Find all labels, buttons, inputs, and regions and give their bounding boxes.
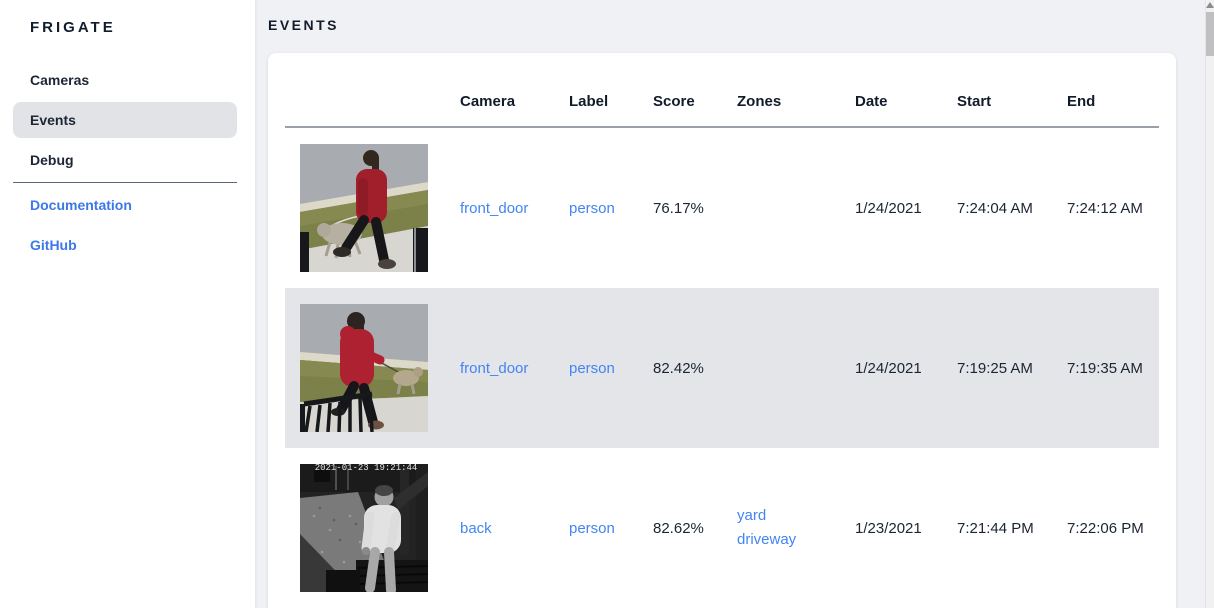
sidebar-link-documentation[interactable]: Documentation	[30, 197, 132, 213]
sidebar-divider	[13, 182, 237, 183]
thumbnail-cell	[285, 144, 460, 272]
column-header-thumbnail	[285, 110, 460, 126]
sidebar-item-debug[interactable]: Debug	[30, 152, 74, 168]
sidebar-item-events[interactable]: Events	[13, 102, 237, 138]
column-header-end: End	[1067, 93, 1096, 110]
camera-link[interactable]: front_door	[460, 359, 529, 377]
sidebar-item-cameras[interactable]: Cameras	[30, 72, 90, 88]
sidebar-nav: Cameras Events Debug Documentation GitHu…	[0, 62, 255, 263]
date-value: 1/24/2021	[855, 199, 922, 217]
column-header-date: Date	[855, 93, 888, 110]
label-link[interactable]: person	[569, 519, 615, 537]
score-value: 82.62%	[653, 519, 704, 537]
end-value: 7:19:35 AM	[1067, 359, 1143, 377]
scroll-up-arrow-icon[interactable]	[1206, 2, 1214, 8]
end-value: 7:22:06 PM	[1067, 519, 1144, 537]
event-thumbnail[interactable]	[300, 304, 428, 432]
end-value: 7:24:12 AM	[1067, 199, 1143, 217]
date-value: 1/23/2021	[855, 519, 922, 537]
events-card: Camera Label Score Zones Date Start End	[268, 53, 1176, 608]
column-header-zones: Zones	[737, 93, 782, 110]
column-header-start: Start	[957, 93, 992, 110]
column-header-score: Score	[653, 93, 695, 110]
app-logo: FRIGATE	[30, 19, 116, 36]
sidebar: FRIGATE Cameras Events Debug Documentati…	[0, 0, 255, 608]
table-header-rule	[285, 126, 1159, 128]
label-link[interactable]: person	[569, 199, 615, 217]
start-value: 7:24:04 AM	[957, 199, 1033, 217]
main-content: EVENTS Camera Label Score Zones Date Sta…	[255, 0, 1205, 608]
start-value: 7:19:25 AM	[957, 359, 1033, 377]
start-value: 7:21:44 PM	[957, 519, 1034, 537]
event-row-selected[interactable]: front_door person 82.42% 1/24/2021 7:19:…	[285, 288, 1159, 448]
thumbnail-timestamp-overlay: 2021-01-23 19:21:44	[315, 464, 418, 473]
thumbnail-cell: 2021-01-23 19:21:44	[285, 464, 460, 592]
zones-cell: yard driveway	[737, 504, 855, 552]
date-value: 1/24/2021	[855, 359, 922, 377]
scrollbar-thumb[interactable]	[1206, 12, 1214, 56]
events-table: Camera Label Score Zones Date Start End	[285, 53, 1159, 608]
column-header-camera: Camera	[460, 93, 516, 110]
table-header-row: Camera Label Score Zones Date Start End	[285, 53, 1159, 126]
thumbnail-cell	[285, 304, 460, 432]
score-value: 82.42%	[653, 359, 704, 377]
sidebar-link-github[interactable]: GitHub	[30, 237, 77, 253]
zone-link[interactable]: yard	[737, 507, 767, 524]
page-title: EVENTS	[268, 17, 340, 33]
camera-link[interactable]: front_door	[460, 199, 529, 217]
column-header-label: Label	[569, 93, 609, 110]
event-row[interactable]: 2021-01-23 19:21:44 back person 82.62% y…	[285, 448, 1159, 608]
scrollbar[interactable]	[1205, 0, 1214, 608]
event-thumbnail[interactable]	[300, 144, 428, 272]
label-link[interactable]: person	[569, 359, 615, 377]
event-thumbnail[interactable]: 2021-01-23 19:21:44	[300, 464, 428, 592]
camera-link[interactable]: back	[460, 519, 492, 537]
score-value: 76.17%	[653, 199, 704, 217]
zone-link[interactable]: driveway	[737, 531, 797, 548]
event-row[interactable]: front_door person 76.17% 1/24/2021 7:24:…	[285, 128, 1159, 288]
